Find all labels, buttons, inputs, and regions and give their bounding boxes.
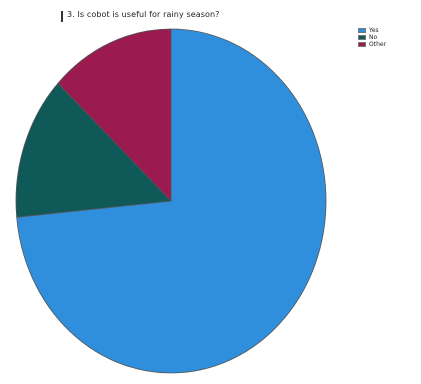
legend-item-other: Other (358, 41, 386, 48)
legend-label-no: No (369, 34, 378, 41)
legend-label-yes: Yes (369, 27, 379, 34)
title-marker (61, 11, 63, 22)
pie-slice-other (57, 28, 172, 202)
legend-item-no: No (358, 34, 386, 41)
pie-slice-no (15, 82, 172, 218)
legend: Yes No Other (358, 27, 386, 48)
legend-swatch-yes (358, 28, 366, 33)
legend-swatch-other (358, 42, 366, 47)
chart-title: 3. Is cobot is useful for rainy season? (67, 10, 220, 19)
legend-label-other: Other (369, 41, 387, 48)
legend-item-yes: Yes (358, 27, 386, 34)
legend-swatch-no (358, 35, 366, 40)
